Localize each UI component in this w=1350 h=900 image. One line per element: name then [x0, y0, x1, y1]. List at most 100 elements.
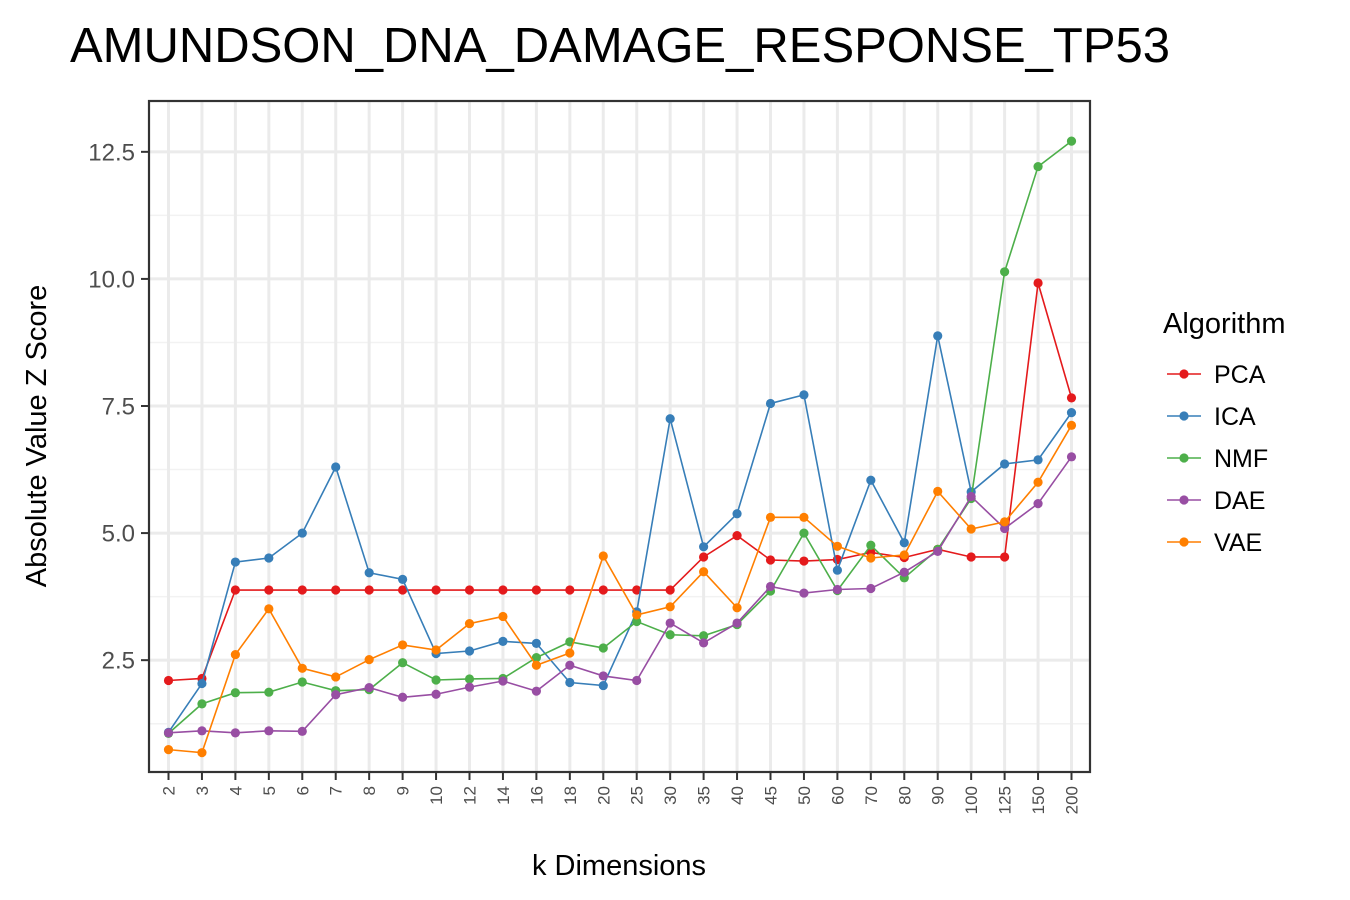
data-point: [464, 682, 475, 692]
data-point: [1000, 517, 1010, 527]
data-point: [230, 688, 240, 698]
y-tick-label: 7.5: [102, 394, 135, 421]
data-point: [498, 585, 508, 595]
data-point: [531, 686, 541, 696]
data-point: [1000, 267, 1010, 277]
data-point: [398, 658, 408, 668]
data-point: [866, 475, 876, 485]
data-point: [765, 581, 776, 592]
x-tick-label: 3: [193, 786, 212, 795]
data-point: [799, 390, 809, 400]
data-point: [866, 540, 876, 550]
legend-title: Algorithm: [1163, 308, 1286, 340]
data-point: [398, 692, 408, 702]
data-point: [464, 618, 475, 629]
data-point: [598, 671, 608, 681]
data-point: [431, 585, 441, 595]
data-point: [632, 675, 642, 686]
data-point: [899, 538, 909, 548]
data-point: [699, 567, 709, 577]
x-tick-label: 200: [1063, 786, 1082, 814]
data-point: [799, 556, 809, 566]
legend-item-vae: VAE: [1167, 529, 1262, 557]
legend-key-point: [1179, 411, 1189, 421]
x-tick-label: 16: [527, 786, 546, 805]
data-point: [565, 660, 575, 670]
data-point: [732, 531, 742, 541]
data-point: [264, 585, 274, 595]
series-pca: [163, 278, 1077, 686]
data-point: [331, 690, 341, 700]
data-point: [966, 491, 976, 502]
data-point: [531, 638, 541, 648]
data-point: [464, 646, 475, 656]
data-point: [531, 660, 541, 670]
data-point: [732, 618, 742, 628]
data-point: [832, 541, 842, 551]
chart-title: AMUNDSON_DNA_DAMAGE_RESPONSE_TP53: [70, 19, 1170, 73]
x-tick-label: 20: [594, 786, 613, 805]
data-point: [699, 638, 709, 648]
legend-label: VAE: [1214, 529, 1262, 557]
x-tick-label: 45: [762, 786, 781, 805]
data-point: [1066, 408, 1077, 418]
data-point: [297, 528, 307, 538]
data-point: [832, 584, 842, 595]
legend-item-pca: PCA: [1167, 361, 1266, 389]
x-tick-label: 14: [494, 786, 513, 805]
x-tick-label: 90: [929, 786, 948, 805]
data-point: [565, 648, 575, 658]
data-point: [264, 687, 274, 697]
data-point: [264, 604, 274, 614]
x-tick-label: 6: [293, 786, 312, 795]
grid: [149, 101, 1090, 772]
data-point: [230, 585, 240, 595]
data-point: [498, 676, 508, 686]
data-point: [665, 414, 675, 424]
legend-label: NMF: [1214, 445, 1268, 473]
data-point: [230, 728, 240, 738]
data-point: [933, 486, 943, 496]
data-point: [1066, 420, 1077, 430]
series-line: [168, 424, 1073, 754]
data-point: [230, 557, 240, 567]
x-tick-label: 40: [728, 786, 747, 805]
data-point: [1033, 499, 1043, 509]
x-tick-label: 25: [628, 786, 647, 805]
x-tick-label: 70: [862, 786, 881, 805]
series-line: [168, 456, 1073, 734]
data-point: [598, 585, 608, 595]
series-line: [167, 140, 1072, 734]
data-point: [1033, 455, 1043, 465]
data-point: [632, 585, 642, 595]
data-point: [632, 610, 642, 620]
data-point: [1033, 278, 1043, 288]
x-axis-label: k Dimensions: [532, 850, 706, 882]
x-tick-label: 50: [795, 786, 814, 805]
data-point: [966, 524, 976, 534]
y-axis: 2.5 5.0 7.5 10.0 12.5: [88, 139, 149, 675]
data-point: [1000, 459, 1010, 469]
legend-key-point: [1179, 537, 1189, 547]
series-dae: [163, 452, 1077, 738]
data-point: [1000, 552, 1010, 562]
data-point: [197, 748, 207, 758]
data-point: [598, 680, 608, 691]
data-point: [832, 565, 842, 575]
x-tick-label: 35: [695, 786, 714, 805]
data-point: [1000, 523, 1010, 534]
x-tick-label: 8: [360, 786, 379, 795]
data-point: [431, 645, 441, 655]
data-point: [933, 546, 943, 556]
data-point: [732, 509, 742, 519]
series-ica: [163, 331, 1077, 737]
data-point: [498, 636, 508, 646]
legend: Algorithm PCA ICA NMF DAE VAE: [1163, 308, 1286, 557]
data-point: [899, 567, 909, 577]
data-point: [197, 699, 207, 709]
data-point: [297, 585, 307, 595]
data-point: [1066, 452, 1077, 462]
legend-label: ICA: [1214, 403, 1256, 431]
x-tick-label: 12: [461, 786, 480, 805]
legend-key-point: [1179, 369, 1189, 379]
